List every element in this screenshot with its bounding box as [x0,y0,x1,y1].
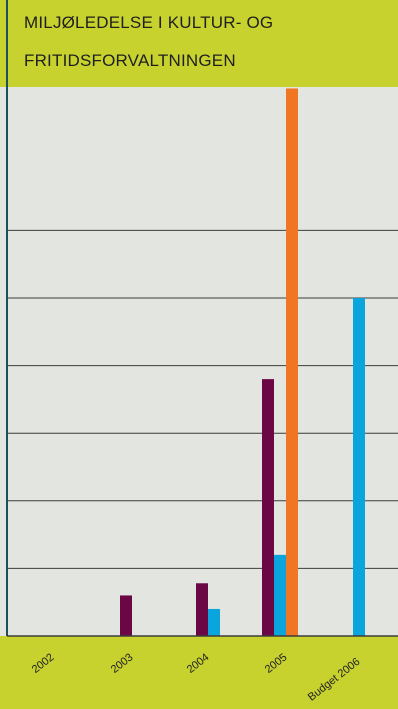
x-tick-label: 2005 [263,651,290,676]
bar-2003-series-1 [120,595,132,636]
x-tick-label: Budget 2006 [306,656,363,704]
plot-area [0,87,398,636]
x-tick-label: 2003 [109,651,136,676]
bar-2004-series-2 [208,608,220,636]
bar-2005-series-2 [274,554,286,636]
title-band [0,0,398,87]
chart-title-line-2: FRITIDSFORVALTNINGEN [24,51,236,70]
x-tick-label: 2004 [185,651,212,676]
gridlines [7,229,398,569]
bars [120,88,365,636]
bar-2004-series-1 [196,583,208,636]
bar-2005-series-1 [262,379,274,636]
x-tick-labels: 2002 2003 2004 2005 Budget 2006 [30,651,363,703]
chart-title-line-1: MILJØLEDELSE I KULTUR- OG [24,13,273,32]
x-tick-label: 2002 [30,651,57,676]
bar-budget-2006-series-2 [353,298,365,636]
bar-2005-series-3 [286,88,298,636]
